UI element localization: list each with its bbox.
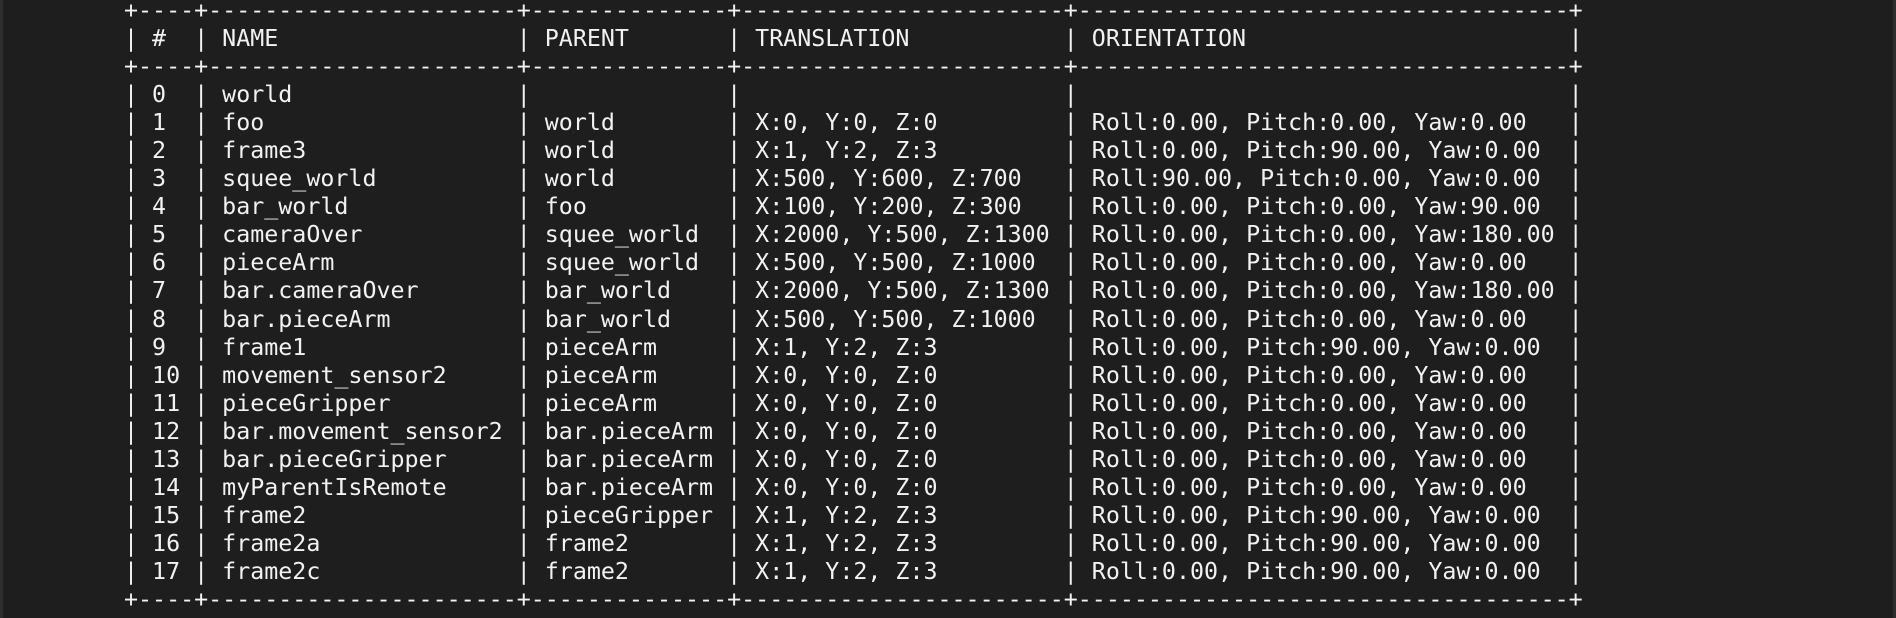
frames-table-output: +----+----------------------+-----------… [124, 0, 1583, 613]
window-right-edge [1893, 0, 1896, 618]
window-left-edge [0, 0, 3, 618]
